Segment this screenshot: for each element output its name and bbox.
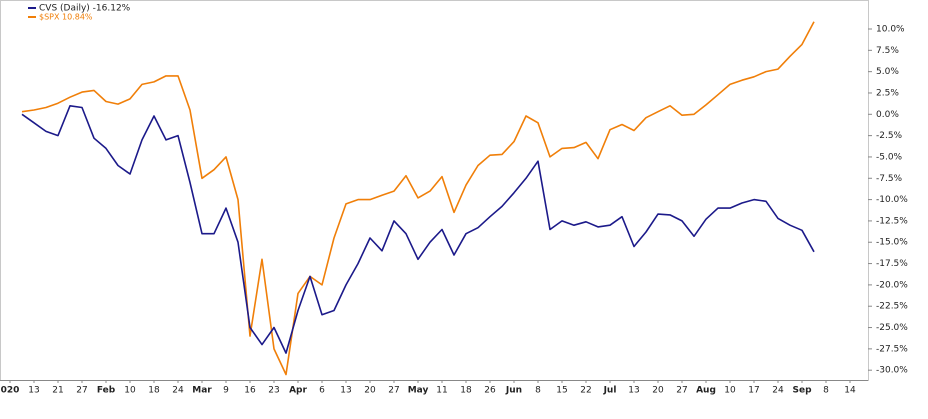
x-tick-label: 17: [748, 386, 759, 396]
x-tick-label: 13: [28, 386, 39, 396]
x-tick-label: 11: [436, 386, 447, 396]
x-tick-label: 22: [580, 386, 591, 396]
y-tick-label: 7.5%: [876, 46, 899, 56]
y-tick-label: 2.5%: [876, 88, 899, 98]
x-tick-label: 20: [652, 386, 664, 396]
x-tick-label: Jul: [603, 386, 617, 396]
y-tick-label: -20.0%: [876, 280, 908, 290]
x-tick-label: 8: [823, 386, 829, 396]
y-tick-label: -10.0%: [876, 195, 908, 205]
y-tick-label: -25.0%: [876, 323, 908, 333]
x-tick-label: Mar: [192, 386, 212, 396]
x-tick-label: 20: [364, 386, 376, 396]
x-tick-label: 27: [76, 386, 87, 396]
y-tick-label: -5.0%: [876, 152, 903, 162]
x-tick-label: 21: [52, 386, 63, 396]
y-tick-label: -22.5%: [876, 302, 908, 312]
x-tick-label: May: [408, 386, 429, 396]
x-tick-label: 24: [772, 386, 784, 396]
plot-frame: [0, 0, 869, 381]
x-tick-label: 13: [340, 386, 351, 396]
legend-label: CVS (Daily) -16.12%: [39, 4, 131, 14]
y-tick-label: -15.0%: [876, 238, 908, 248]
series-line: [21, 21, 815, 376]
x-tick-label: 13: [628, 386, 639, 396]
x-tick-label: 020: [1, 386, 20, 396]
x-tick-label: Feb: [97, 386, 116, 396]
x-tick-label: 10: [724, 386, 736, 396]
x-tick-label: 18: [148, 386, 160, 396]
x-tick-label: 9: [223, 386, 229, 396]
x-tick-label: Apr: [289, 386, 307, 396]
x-tick-label: 18: [460, 386, 472, 396]
x-tick-label: 27: [676, 386, 687, 396]
y-tick-label: -30.0%: [876, 366, 908, 376]
x-tick-label: 27: [388, 386, 399, 396]
x-tick-label: 8: [535, 386, 541, 396]
y-tick-label: 0.0%: [876, 110, 899, 120]
x-tick-label: 23: [268, 386, 279, 396]
y-tick-label: -2.5%: [876, 131, 903, 141]
x-tick-label: 10: [124, 386, 136, 396]
x-tick-label: 6: [319, 386, 325, 396]
x-tick-label: 15: [556, 386, 567, 396]
x-tick-label: Aug: [696, 386, 716, 396]
legend-label: $SPX 10.84%: [39, 13, 93, 22]
y-tick-label: -17.5%: [876, 259, 908, 269]
x-tick-label: 24: [172, 386, 184, 396]
y-tick-label: -12.5%: [876, 216, 908, 226]
y-tick-label: 5.0%: [876, 67, 899, 77]
series-line: [21, 105, 815, 354]
x-tick-label: 26: [484, 386, 496, 396]
y-tick-label: -27.5%: [876, 344, 908, 354]
x-tick-label: Sep: [792, 386, 812, 396]
y-tick-label: 10.0%: [876, 25, 905, 35]
x-tick-label: Jun: [505, 386, 522, 396]
x-tick-label: 14: [844, 386, 856, 396]
x-tick-label: 16: [244, 386, 256, 396]
y-tick-label: -7.5%: [876, 174, 903, 184]
